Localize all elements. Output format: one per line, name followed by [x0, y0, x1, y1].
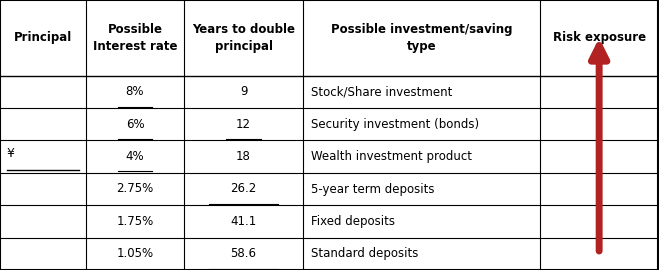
Text: 12: 12 — [236, 118, 251, 131]
Text: 18: 18 — [236, 150, 251, 163]
Text: 4%: 4% — [126, 150, 144, 163]
Text: Standard deposits: Standard deposits — [311, 247, 418, 260]
Text: 26.2: 26.2 — [231, 183, 257, 195]
Text: 8%: 8% — [126, 85, 144, 98]
Text: Years to double
principal: Years to double principal — [192, 23, 295, 53]
Text: Wealth investment product: Wealth investment product — [311, 150, 472, 163]
Text: ¥: ¥ — [7, 147, 14, 160]
Text: Fixed deposits: Fixed deposits — [311, 215, 395, 228]
Text: Risk exposure: Risk exposure — [553, 31, 646, 44]
Text: 6%: 6% — [126, 118, 144, 131]
Text: Possible investment/saving
type: Possible investment/saving type — [331, 23, 512, 53]
Text: 5-year term deposits: 5-year term deposits — [311, 183, 434, 195]
Text: 9: 9 — [240, 85, 247, 98]
Text: 58.6: 58.6 — [231, 247, 256, 260]
Text: 41.1: 41.1 — [231, 215, 257, 228]
Text: 2.75%: 2.75% — [117, 183, 154, 195]
Text: Possible
Interest rate: Possible Interest rate — [93, 23, 177, 53]
Text: Principal: Principal — [14, 31, 72, 44]
Text: 1.75%: 1.75% — [117, 215, 154, 228]
Text: 1.05%: 1.05% — [117, 247, 154, 260]
Text: Security investment (bonds): Security investment (bonds) — [311, 118, 479, 131]
Text: Stock/Share investment: Stock/Share investment — [311, 85, 452, 98]
